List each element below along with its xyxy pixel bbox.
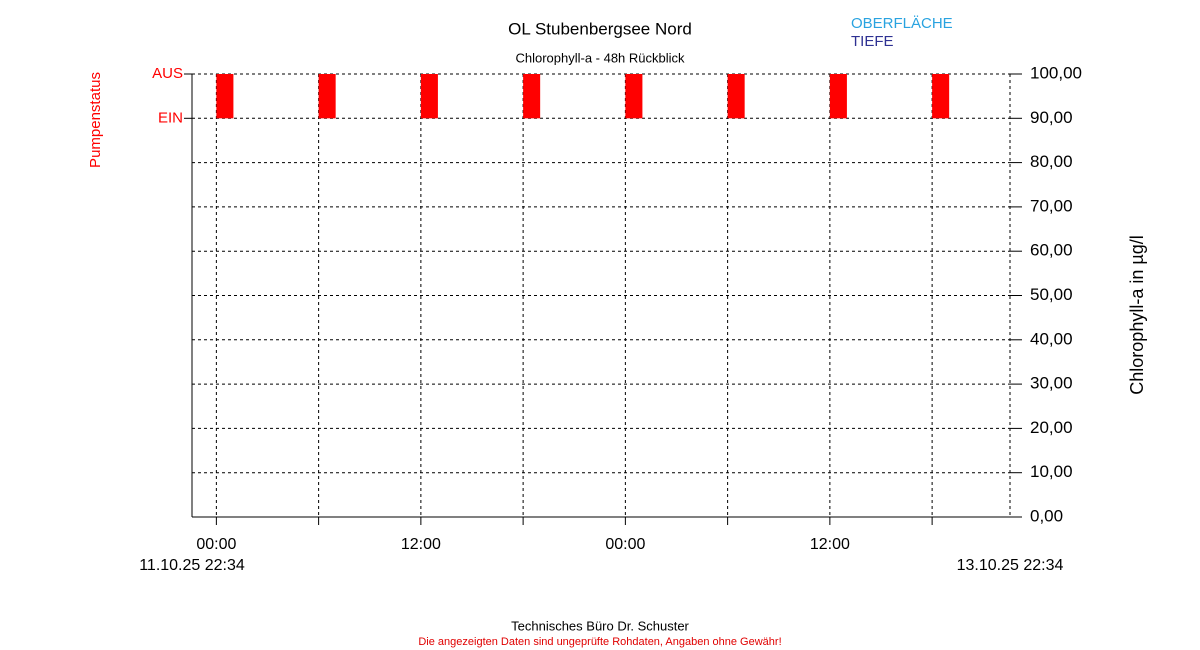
y-axis-label: Chlorophyll-a in µg/l [1127, 235, 1147, 394]
disclaimer: Die angezeigten Daten sind ungeprüfte Ro… [418, 636, 781, 648]
y-tick-label: 90,00 [1030, 108, 1073, 127]
x-tick-label: 12:00 [810, 536, 850, 553]
pump-bar [932, 74, 950, 119]
pump-bar [727, 74, 745, 119]
pump-bar [523, 74, 541, 119]
chart-title: OL Stubenbergsee Nord [508, 19, 692, 38]
y-tick-label: 60,00 [1030, 241, 1073, 260]
y-tick-label: 20,00 [1030, 418, 1073, 437]
pump-bar [216, 74, 234, 119]
pump-axis-label: Pumpenstatus [87, 72, 104, 168]
y-tick-label: 0,00 [1030, 506, 1063, 525]
x-range-label: 13.10.25 22:34 [957, 557, 1064, 574]
pump-bar [318, 74, 336, 119]
x-tick-label: 00:00 [196, 536, 236, 553]
chart-subtitle: Chlorophyll-a - 48h Rückblick [515, 50, 685, 65]
y-tick-label: 100,00 [1030, 63, 1082, 82]
pump-bar [420, 74, 438, 119]
pump-bar [829, 74, 847, 119]
y-tick-label: 40,00 [1030, 329, 1073, 348]
y-tick-label: 80,00 [1030, 152, 1073, 171]
x-range-label: 11.10.25 22:34 [139, 557, 245, 574]
x-tick-label: 12:00 [401, 536, 441, 553]
y-tick-label: 70,00 [1030, 196, 1073, 215]
y-tick-label: 50,00 [1030, 285, 1073, 304]
pump-bar [625, 74, 643, 119]
legend-entry: TIEFE [851, 33, 894, 50]
y-tick-label: 30,00 [1030, 374, 1073, 393]
pump-tick-label: AUS [152, 65, 183, 82]
y-tick-label: 10,00 [1030, 462, 1073, 481]
x-tick-label: 00:00 [605, 536, 645, 553]
legend-entry: OBERFLÄCHE [851, 15, 953, 32]
pump-tick-label: EIN [158, 109, 183, 126]
footer: Technisches Büro Dr. Schuster [511, 618, 689, 633]
